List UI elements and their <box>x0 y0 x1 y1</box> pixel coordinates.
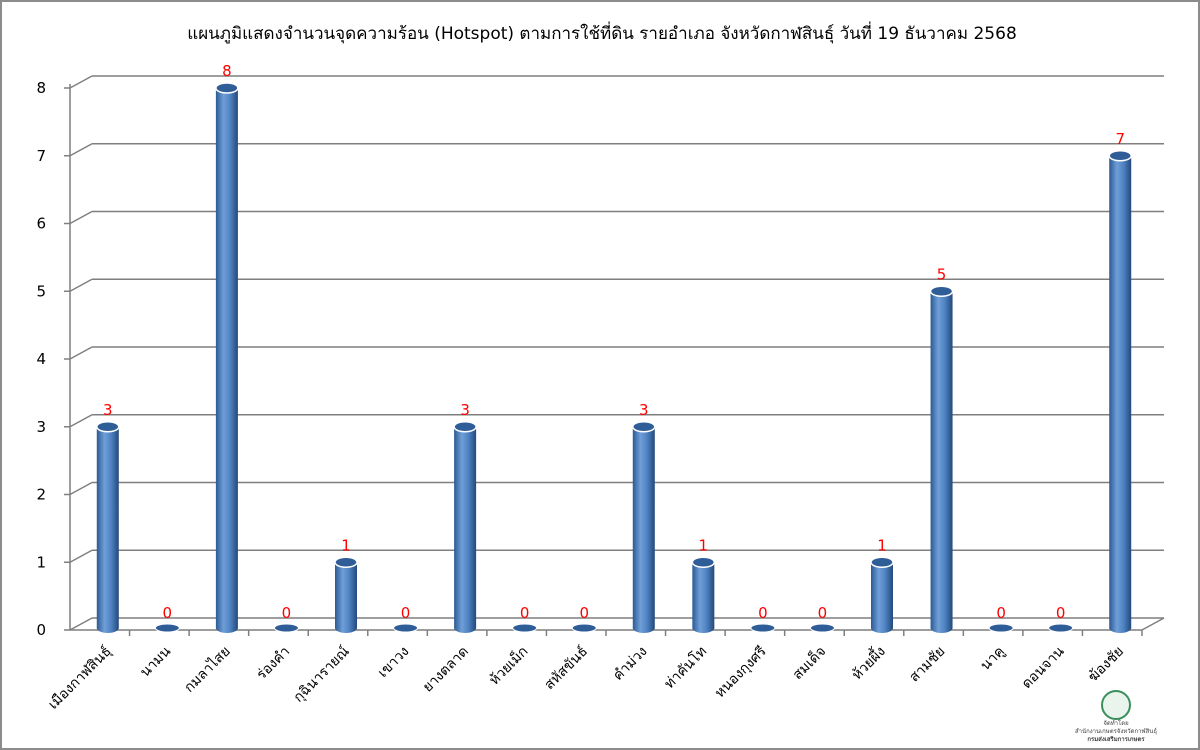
bar <box>453 421 477 633</box>
y-tick-label: 2 <box>36 486 46 504</box>
logo-line-2: สำนักงานเกษตรจังหวัดกาฬสินธุ์ <box>1074 728 1158 735</box>
gridline-depth <box>69 414 93 428</box>
gridline-depth <box>69 346 93 360</box>
bar <box>750 623 776 633</box>
x-tick-label: หนองกุงศรี <box>712 643 770 701</box>
data-label: 7 <box>1115 130 1125 148</box>
bar <box>154 623 180 633</box>
axes <box>64 84 1165 636</box>
data-label: 0 <box>520 604 530 622</box>
data-label: 0 <box>163 604 173 622</box>
logo-line-1: จัดทำโดย <box>1103 720 1129 727</box>
x-tick-label: สามชัย <box>906 644 948 686</box>
data-label: 0 <box>579 604 589 622</box>
logo-line-3: กรมส่งเสริมการเกษตร <box>1087 736 1145 743</box>
bar <box>870 556 894 633</box>
x-tick-label: นามน <box>137 643 174 680</box>
bar <box>929 285 954 633</box>
y-tick-label: 0 <box>36 621 46 639</box>
gridline-depth <box>69 278 93 292</box>
data-label: 0 <box>996 604 1006 622</box>
seal-icon <box>1101 690 1131 720</box>
x-tick-label: สมเด็จ <box>788 642 829 683</box>
bar <box>273 623 299 633</box>
data-label: 3 <box>639 401 649 419</box>
data-label: 1 <box>341 536 351 554</box>
data-label: 0 <box>401 604 411 622</box>
bar <box>571 623 597 633</box>
x-axis-depth <box>1141 617 1165 631</box>
bar <box>512 623 538 633</box>
x-tick-label: ห้วยผึ้ง <box>847 641 889 683</box>
y-tick-label: 8 <box>36 79 46 97</box>
bar <box>691 556 716 633</box>
x-tick-label: ท่าคันโท <box>661 643 710 692</box>
bar <box>1048 623 1074 633</box>
bar <box>988 623 1014 633</box>
x-tick-label: เมืองกาฬสินธุ์ <box>45 643 115 713</box>
bar <box>96 421 120 633</box>
x-tick-label: ห้วยเม็ก <box>485 642 532 689</box>
bars <box>96 82 1132 633</box>
bar <box>215 82 239 633</box>
x-tick-label: คำม่วง <box>610 644 650 684</box>
data-label: 5 <box>937 265 947 283</box>
x-tick-labels: เมืองกาฬสินธุ์ นามน กมลาไสย ร่องคำกุฉินาราย… <box>45 641 1127 712</box>
data-label: 0 <box>1056 604 1066 622</box>
data-label: 0 <box>282 604 292 622</box>
x-tick-label: ยางตลาด <box>420 644 472 696</box>
gridline-depth <box>69 75 93 89</box>
data-label: 8 <box>222 62 232 80</box>
data-label: 1 <box>699 536 709 554</box>
data-labels: 3 0 8 0 1 0 3 0 0 3 1 0 0 1 5 0 0 7 <box>103 62 1125 622</box>
bar <box>334 556 358 633</box>
gridline-depth <box>69 210 93 225</box>
x-tick-label: สหัสขันธ์ <box>541 643 591 693</box>
gridline-depth <box>69 481 93 496</box>
y-tick-label: 6 <box>36 215 46 233</box>
bar <box>809 623 835 633</box>
data-label: 0 <box>758 604 768 622</box>
x-tick-label: ร่องคำ <box>254 644 294 684</box>
data-label: 0 <box>818 604 828 622</box>
y-tick-label: 5 <box>36 282 46 300</box>
data-label: 3 <box>460 401 470 419</box>
y-tick-label: 1 <box>36 553 46 571</box>
bar <box>1108 150 1132 633</box>
bar <box>632 421 656 633</box>
data-label: 3 <box>103 401 113 419</box>
y-tick-label: 4 <box>36 350 46 368</box>
gridline-depth <box>69 143 93 157</box>
x-tick-label: ฆ้องชัย <box>1085 644 1127 686</box>
agency-logo: จัดทำโดย สำนักงานเกษตรจังหวัดกาฬสินธุ์ ก… <box>1046 690 1186 744</box>
chart-title: แผนภูมิแสดงจำนวนจุดความร้อน (Hotspot) ตา… <box>187 24 1017 44</box>
x-tick-label: กุฉินารายณ์ <box>290 643 353 706</box>
x-tick-label: กมลาไสย <box>181 643 234 696</box>
x-tick-label: ดอนจาน <box>1019 643 1068 692</box>
gridline-depth <box>69 549 93 563</box>
gridlines <box>69 75 1164 631</box>
y-tick-labels: 0 1 2 3 4 5 6 7 8 <box>36 79 46 639</box>
y-tick-label: 7 <box>36 147 46 165</box>
bar <box>393 623 419 633</box>
y-tick-label: 3 <box>36 418 46 436</box>
data-label: 1 <box>877 536 887 554</box>
gridline-depth <box>69 617 93 631</box>
x-tick-label: นาคู <box>978 644 1008 674</box>
x-tick-label: เขาวง <box>375 644 412 681</box>
